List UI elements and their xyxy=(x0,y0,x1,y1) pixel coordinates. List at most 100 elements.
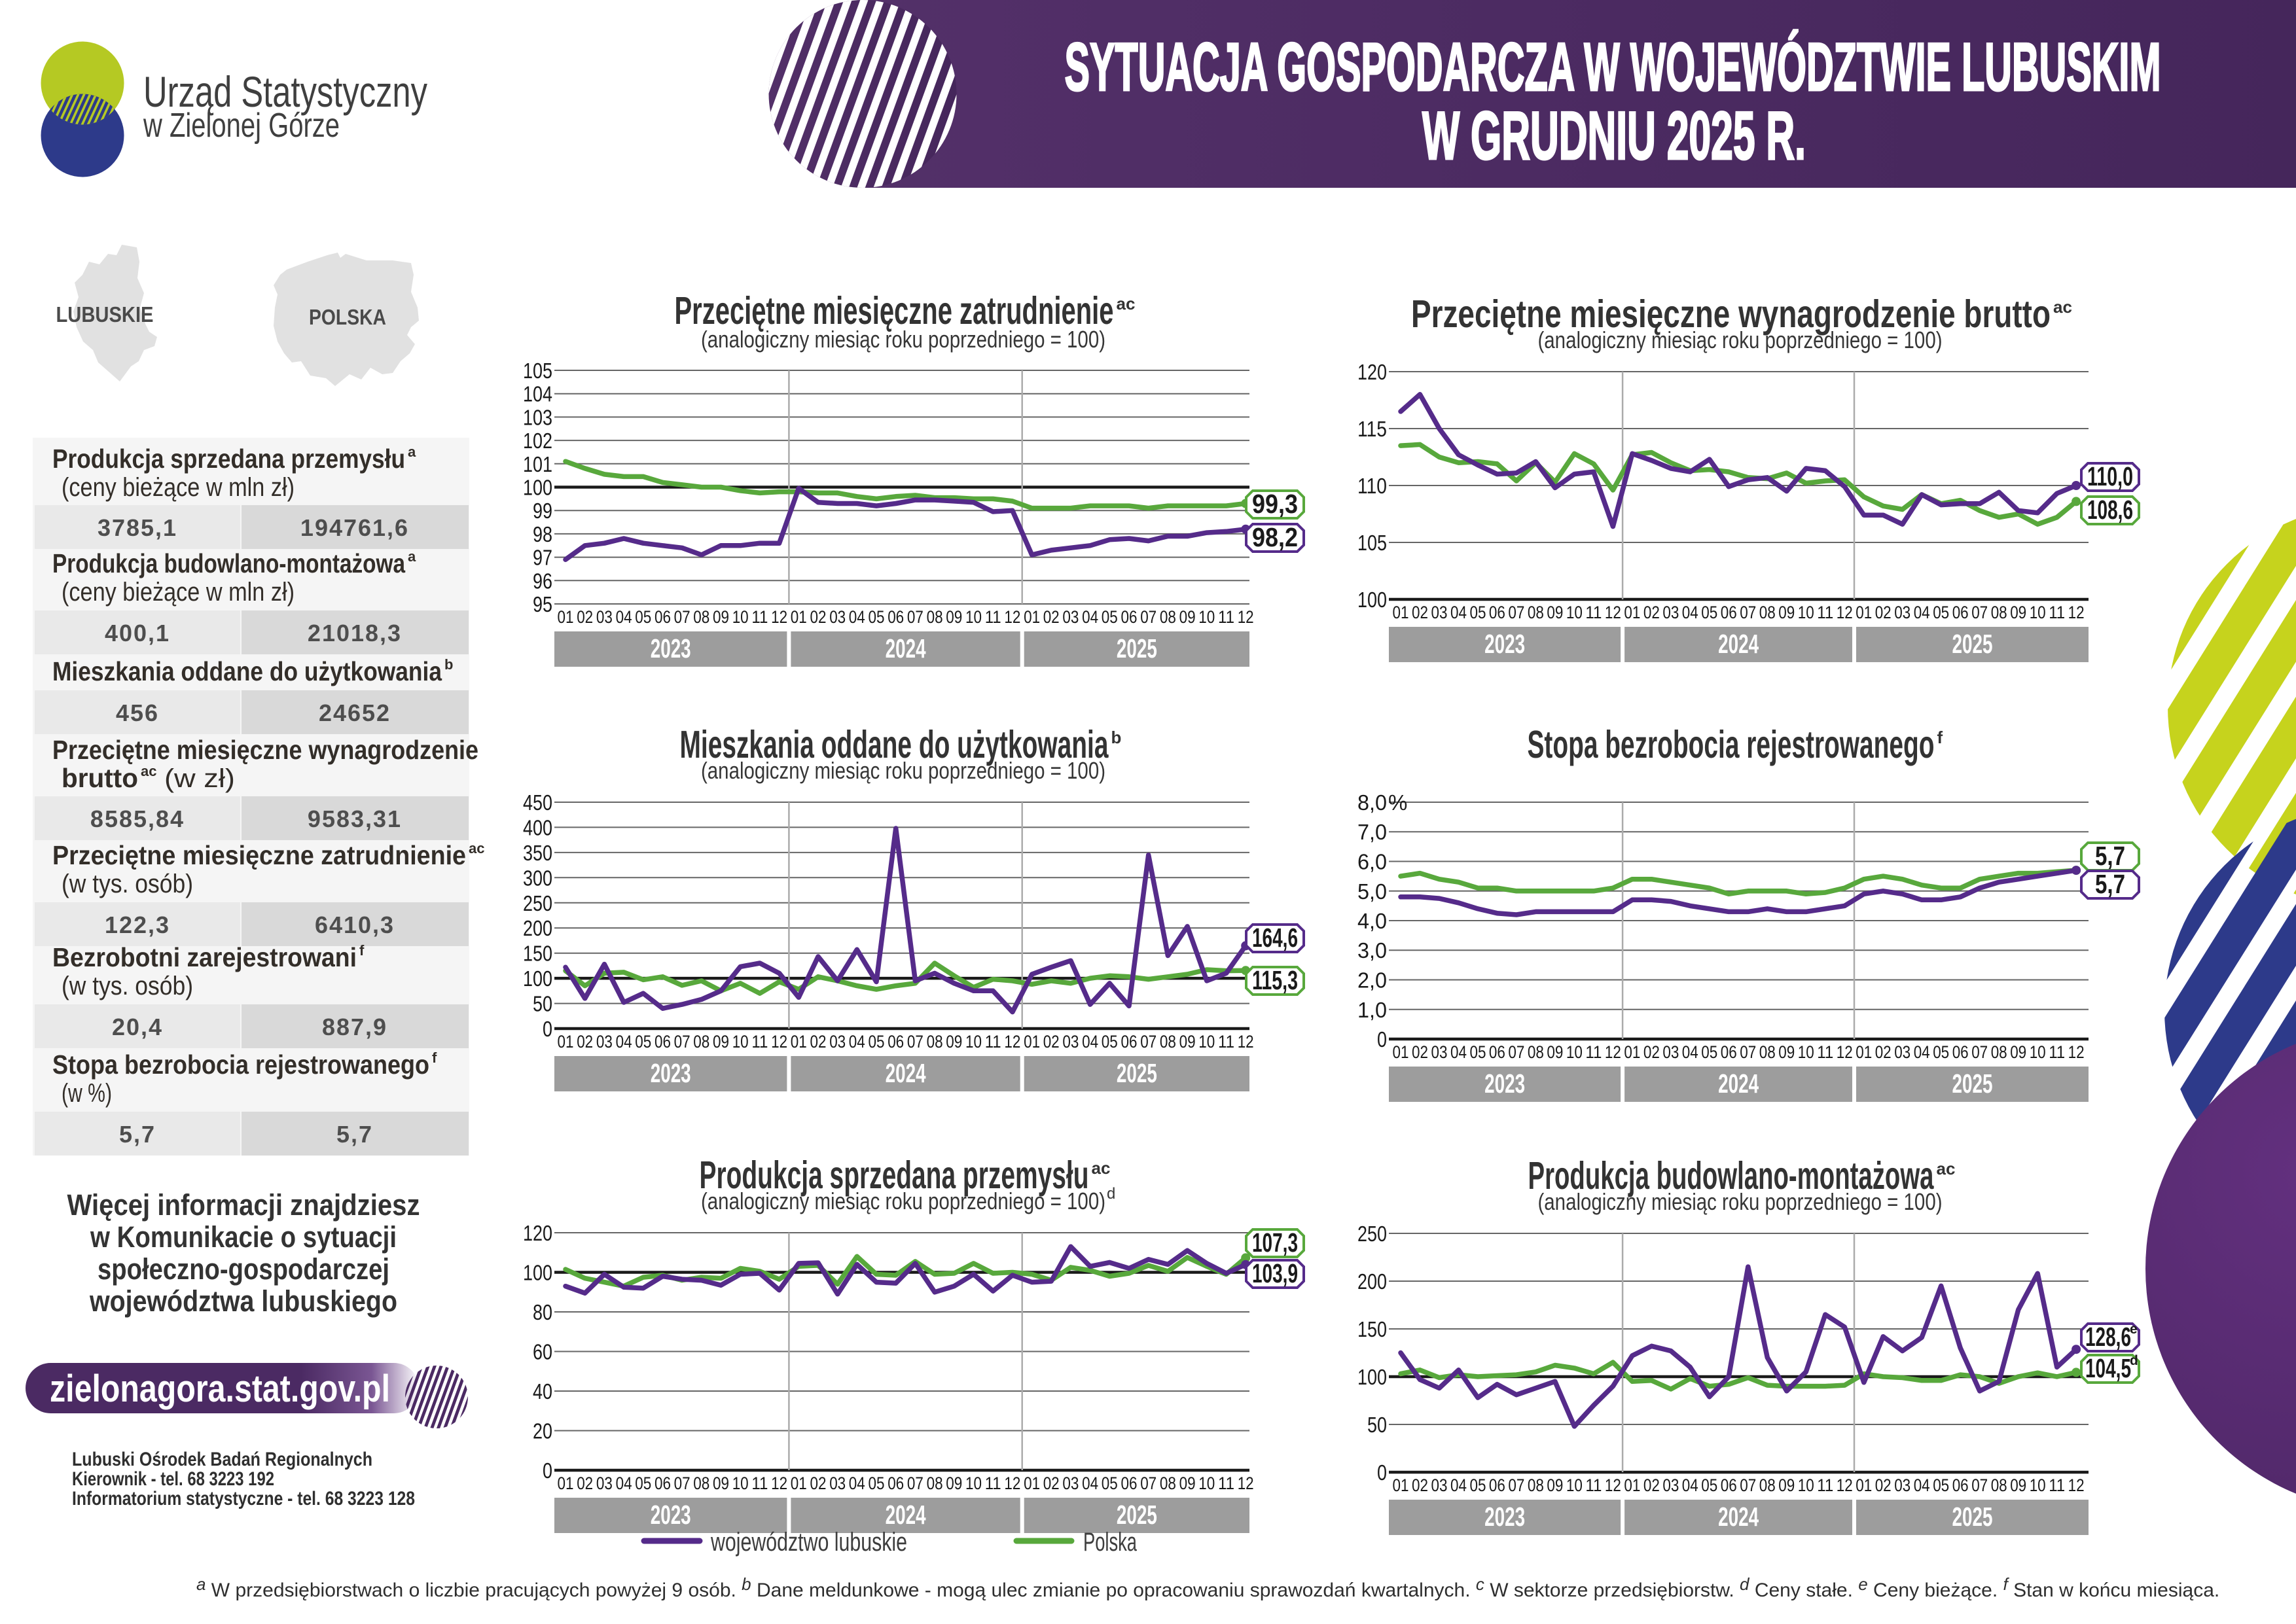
svg-text:02: 02 xyxy=(1043,1032,1060,1051)
svg-text:11: 11 xyxy=(1817,1042,1833,1062)
svg-text:SYTUACJA GOSPODARCZA W WOJEWÓD: SYTUACJA GOSPODARCZA W WOJEWÓDZTWIE LUBU… xyxy=(1065,29,2161,105)
svg-text:06: 06 xyxy=(1121,1474,1138,1493)
svg-text:2025: 2025 xyxy=(1117,1500,1157,1530)
svg-text:8,0: 8,0 xyxy=(1357,790,1387,815)
svg-text:103: 103 xyxy=(523,405,552,429)
svg-text:01: 01 xyxy=(791,1032,807,1051)
svg-text:103,9: 103,9 xyxy=(1252,1258,1298,1288)
svg-text:05: 05 xyxy=(1933,603,1949,622)
svg-text:3785,1: 3785,1 xyxy=(98,514,177,541)
svg-text:02: 02 xyxy=(1412,603,1428,622)
svg-text:11: 11 xyxy=(2049,1042,2065,1062)
svg-text:2023: 2023 xyxy=(1484,629,1525,659)
svg-text:03: 03 xyxy=(596,1474,613,1493)
svg-text:194761,6: 194761,6 xyxy=(300,514,409,541)
svg-text:02: 02 xyxy=(577,1032,593,1051)
svg-text:101: 101 xyxy=(523,452,552,476)
svg-text:Przeciętne miesięczne zatrudni: Przeciętne miesięczne zatrudnienie xyxy=(52,840,466,870)
svg-text:10: 10 xyxy=(1798,1042,1814,1062)
svg-text:08: 08 xyxy=(927,1032,943,1051)
svg-text:7,0: 7,0 xyxy=(1357,820,1387,844)
svg-text:12: 12 xyxy=(1238,607,1254,627)
svg-text:5,7: 5,7 xyxy=(119,1121,156,1148)
svg-text:95: 95 xyxy=(533,592,552,616)
svg-text:10: 10 xyxy=(965,1032,982,1051)
svg-text:W GRUDNIU 2025 R.: W GRUDNIU 2025 R. xyxy=(1422,98,1806,174)
svg-text:01: 01 xyxy=(1393,603,1409,622)
svg-text:07: 07 xyxy=(1740,1475,1756,1495)
svg-text:100: 100 xyxy=(523,966,552,991)
svg-text:10: 10 xyxy=(1798,603,1814,622)
svg-text:ac: ac xyxy=(469,840,484,856)
svg-text:07: 07 xyxy=(1140,607,1157,627)
svg-text:07: 07 xyxy=(674,1474,691,1493)
svg-text:50: 50 xyxy=(1367,1413,1387,1437)
svg-text:07: 07 xyxy=(1508,603,1524,622)
svg-text:03: 03 xyxy=(1662,1042,1679,1062)
svg-text:05: 05 xyxy=(635,1474,651,1493)
svg-text:województwa lubuskiego: województwa lubuskiego xyxy=(89,1284,397,1318)
svg-text:10: 10 xyxy=(1566,1475,1583,1495)
svg-text:03: 03 xyxy=(1062,1032,1079,1051)
svg-text:07: 07 xyxy=(1971,1475,1988,1495)
svg-text:107,3: 107,3 xyxy=(1252,1227,1298,1258)
svg-text:02: 02 xyxy=(577,1474,593,1493)
svg-text:11: 11 xyxy=(1218,607,1234,627)
svg-text:06: 06 xyxy=(1121,1032,1138,1051)
svg-text:300: 300 xyxy=(523,866,552,890)
svg-text:01: 01 xyxy=(1393,1475,1409,1495)
svg-text:społeczno-gospodarczej: społeczno-gospodarczej xyxy=(98,1252,389,1286)
svg-text:24652: 24652 xyxy=(319,699,391,726)
svg-text:01: 01 xyxy=(1856,1042,1872,1062)
svg-text:04: 04 xyxy=(849,1474,865,1493)
svg-text:09: 09 xyxy=(713,607,729,627)
svg-text:02: 02 xyxy=(1043,607,1060,627)
svg-text:11: 11 xyxy=(1817,1475,1833,1495)
svg-text:12: 12 xyxy=(1605,1475,1621,1495)
svg-text:11: 11 xyxy=(751,1474,768,1493)
svg-text:104,5: 104,5 xyxy=(2085,1353,2131,1383)
svg-text:05: 05 xyxy=(1470,1475,1486,1495)
svg-text:09: 09 xyxy=(713,1474,729,1493)
svg-text:05: 05 xyxy=(1470,1042,1486,1062)
svg-text:400,1: 400,1 xyxy=(105,620,170,646)
svg-text:brutto: brutto xyxy=(62,763,138,793)
svg-text:10: 10 xyxy=(1198,1032,1215,1051)
svg-text:02: 02 xyxy=(810,1032,827,1051)
svg-text:08: 08 xyxy=(1160,1032,1176,1051)
svg-text:250: 250 xyxy=(1357,1222,1387,1246)
svg-text:105: 105 xyxy=(523,359,552,383)
svg-text:Więcej informacji znajdziesz: Więcej informacji znajdziesz xyxy=(67,1188,420,1222)
svg-text:12: 12 xyxy=(1605,603,1621,622)
svg-text:10: 10 xyxy=(1198,607,1215,627)
svg-text:05: 05 xyxy=(1102,1032,1118,1051)
svg-text:09: 09 xyxy=(1547,1042,1563,1062)
svg-text:450: 450 xyxy=(523,790,552,815)
svg-text:b: b xyxy=(444,656,453,673)
svg-text:98: 98 xyxy=(533,522,552,546)
svg-text:110: 110 xyxy=(1357,474,1387,498)
svg-text:Przeciętne miesięczne wynagrod: Przeciętne miesięczne wynagrodzenie brut… xyxy=(1411,292,2051,336)
svg-text:03: 03 xyxy=(1662,1475,1679,1495)
svg-text:05: 05 xyxy=(1701,1475,1717,1495)
svg-text:105: 105 xyxy=(1357,531,1387,555)
svg-text:08: 08 xyxy=(927,607,943,627)
svg-text:02: 02 xyxy=(1875,1042,1892,1062)
svg-text:10: 10 xyxy=(965,1474,982,1493)
svg-text:100: 100 xyxy=(523,1261,552,1285)
svg-text:f: f xyxy=(432,1050,437,1066)
svg-text:04: 04 xyxy=(616,1474,632,1493)
svg-text:10: 10 xyxy=(2030,1475,2046,1495)
svg-text:(w zł): (w zł) xyxy=(164,764,235,793)
svg-text:01: 01 xyxy=(1624,603,1640,622)
svg-text:5,7: 5,7 xyxy=(2095,841,2125,871)
svg-text:07: 07 xyxy=(674,1032,691,1051)
svg-text:03: 03 xyxy=(1431,1042,1448,1062)
svg-text:Stopa bezrobocia rejestrowaneg: Stopa bezrobocia rejestrowanego xyxy=(1528,723,1935,766)
svg-text:40: 40 xyxy=(533,1379,552,1403)
svg-text:03: 03 xyxy=(596,1032,613,1051)
svg-text:1,0: 1,0 xyxy=(1357,998,1387,1022)
svg-text:11: 11 xyxy=(1585,603,1602,622)
svg-text:11: 11 xyxy=(985,1474,1001,1493)
svg-text:(analogiczny miesiąc roku popr: (analogiczny miesiąc roku poprzedniego =… xyxy=(701,757,1105,784)
